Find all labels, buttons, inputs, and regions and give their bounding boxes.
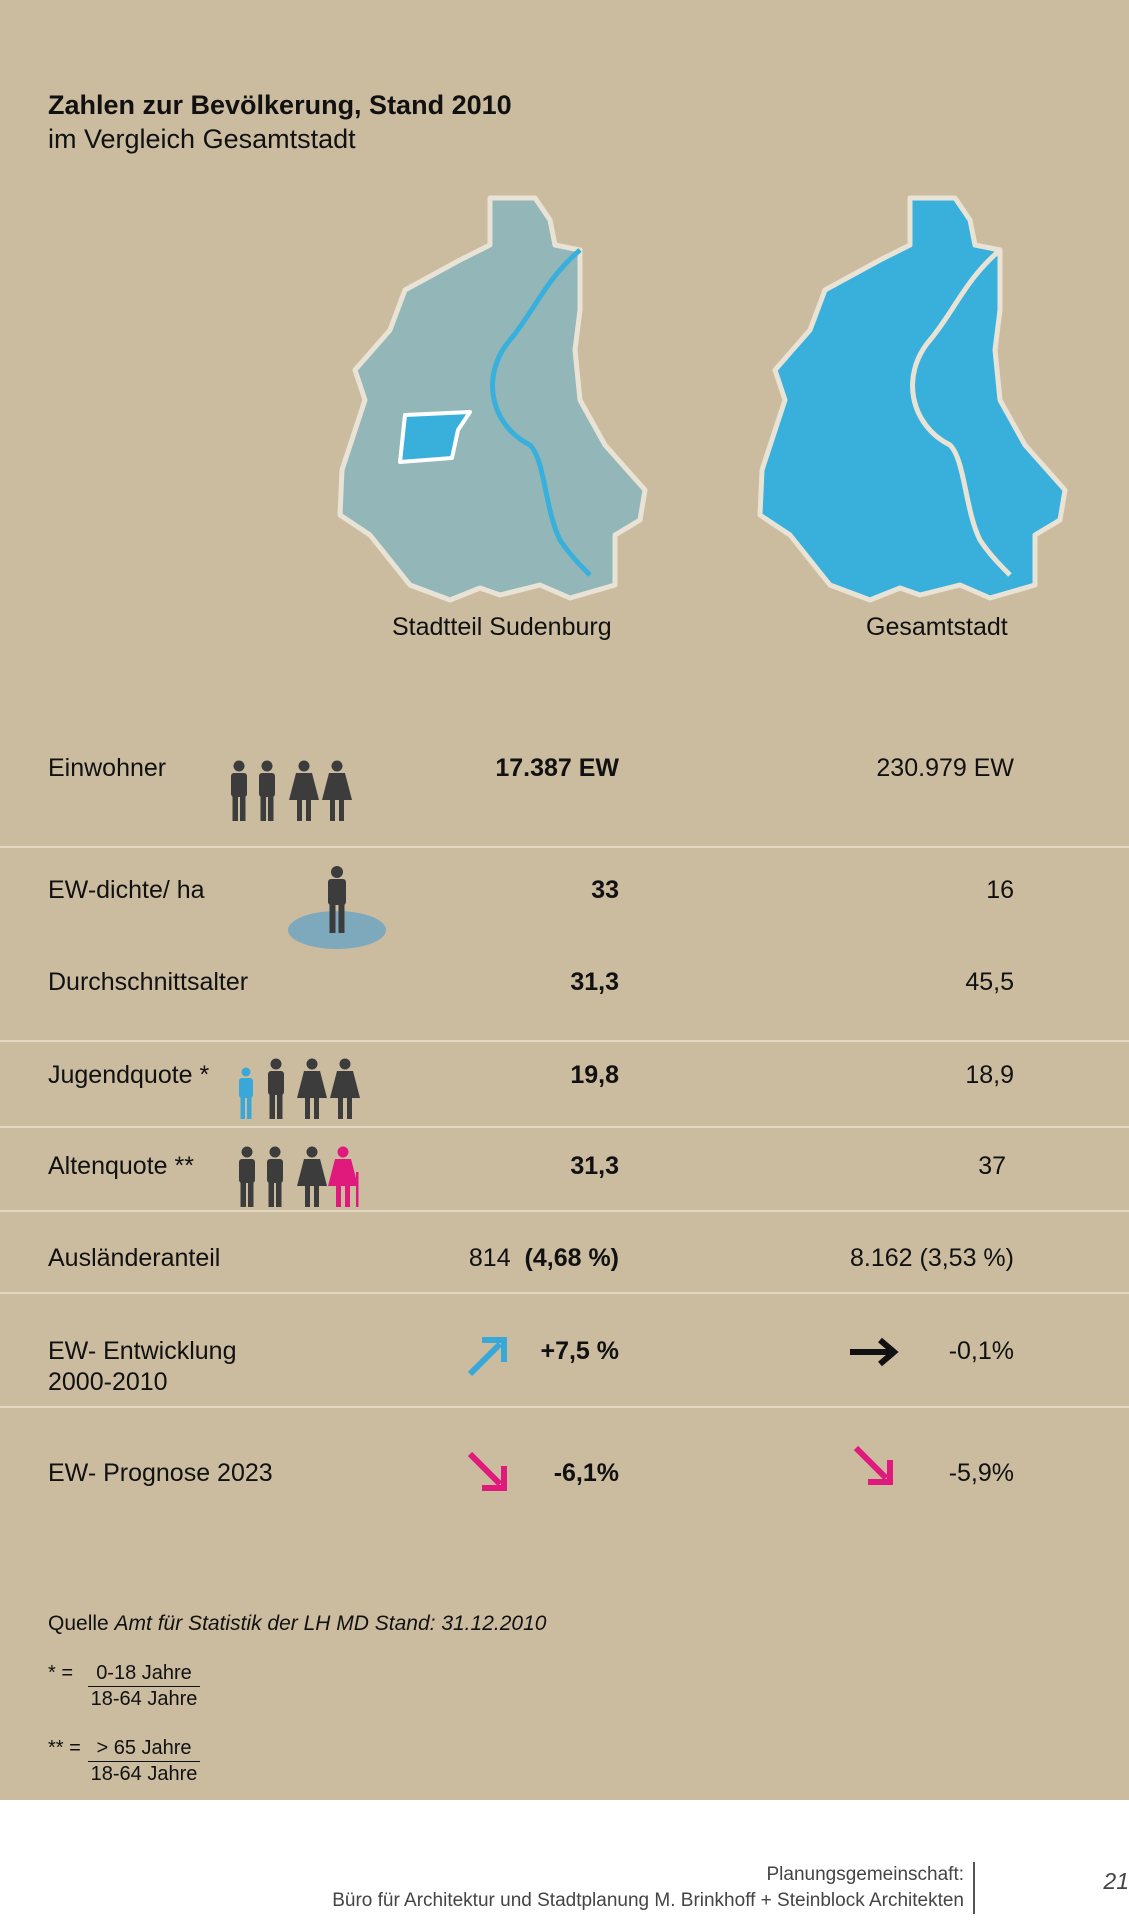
row-label-ew-prognose: EW- Prognose 2023 [48,1459,273,1487]
durchschnittsalter-sudenburg-value: 31,3 [570,968,619,996]
row-divider [0,1126,1129,1128]
page-title: Zahlen zur Bevölkerung, Stand 2010 [48,90,512,120]
durchschnittsalter-gesamtstadt-value: 45,5 [965,968,1014,996]
ew-entwicklung-sudenburg-value: +7,5 % [540,1337,619,1365]
row-divider [0,1040,1129,1042]
altenquote-gesamtstadt-value: 37 [978,1152,1006,1180]
ew-dichte-sudenburg-value: 33 [591,876,619,904]
auslaenderanteil-sudenburg-value: 814 (4,68 %) [469,1244,619,1273]
row-label-durchschnittsalter: Durchschnittsalter [48,968,249,996]
page-number: 21 [1103,1868,1129,1894]
row-divider [0,846,1129,848]
sudenburg-map [337,195,648,603]
jugendquote-gesamtstadt-value: 18,9 [965,1061,1014,1089]
footer-line1: Planungsgemeinschaft: [766,1864,964,1885]
gesamtstadt-map [757,195,1068,603]
source-prefix: Quelle [48,1612,109,1635]
footer-line2: Büro für Architektur und Stadtplanung M.… [332,1890,964,1911]
gesamtstadt-map-label: Gesamtstadt [866,613,1008,641]
row-label-altenquote: Altenquote ** [48,1152,194,1180]
altenquote-sudenburg-value: 31,3 [570,1152,619,1180]
footnote-numerator: > 65 Jahre [88,1737,200,1762]
footer-divider [973,1862,975,1914]
arrow-right-icon [850,1337,899,1367]
ew-prognose-sudenburg-value: -6,1% [553,1459,619,1487]
arrow-up-right-icon [467,1337,507,1377]
row-label-jugendquote: Jugendquote * [48,1061,210,1089]
footnote-denominator: 18-64 Jahre [90,1763,198,1785]
einwohner-gesamtstadt-value: 230.979 EW [876,754,1014,782]
row-label-einwohner: Einwohner [48,754,167,782]
row-divider [0,1406,1129,1408]
footnote-numerator: 0-18 Jahre [88,1662,200,1687]
auslaenderanteil-sudenburg-count: 814 [468,1244,511,1272]
auslaenderanteil-gesamtstadt-value: 8.162 (3,53 %) [850,1244,1014,1272]
row-label-ew-dichte: EW-dichte/ ha [48,876,205,904]
arrow-down-right-icon [853,1445,893,1485]
footnote-mark: * = [48,1662,74,1684]
row-label-auslaenderanteil: Ausländeranteil [48,1244,221,1272]
youth-ratio-icon [239,1058,360,1119]
einwohner-sudenburg-value: 17.387 EW [495,754,619,782]
auslaenderanteil-sudenburg-percent: (4,68 %) [524,1244,619,1272]
persons-icon [231,760,352,821]
footnote-senior: ** = > 65 Jahre 18-64 Jahre [48,1737,248,1789]
row-divider [0,1292,1129,1294]
footnote-mark: ** = [48,1737,81,1759]
footnote-denominator: 18-64 Jahre [90,1688,198,1710]
ew-prognose-gesamtstadt-value: -5,9% [948,1459,1014,1487]
source-text: Amt für Statistik der LH MD Stand: 31.12… [114,1612,547,1635]
footnote-youth: * = 0-18 Jahre 18-64 Jahre [48,1662,248,1714]
page-subtitle: im Vergleich Gesamtstadt [48,124,356,154]
jugendquote-sudenburg-value: 19,8 [570,1061,619,1089]
density-person-icon [288,866,386,949]
source-note: Quelle Amt für Statistik der LH MD Stand… [48,1612,546,1636]
row-label-ew-entwicklung-line1: EW- Entwicklung [48,1337,237,1365]
arrow-down-right-icon [467,1451,507,1491]
row-divider [0,1210,1129,1212]
sudenburg-map-label: Stadtteil Sudenburg [392,613,612,641]
senior-ratio-icon [239,1146,359,1207]
ew-dichte-gesamtstadt-value: 16 [986,876,1014,904]
row-label-ew-entwicklung-line2: 2000-2010 [48,1368,168,1396]
ew-entwicklung-gesamtstadt-value: -0,1% [948,1337,1014,1365]
